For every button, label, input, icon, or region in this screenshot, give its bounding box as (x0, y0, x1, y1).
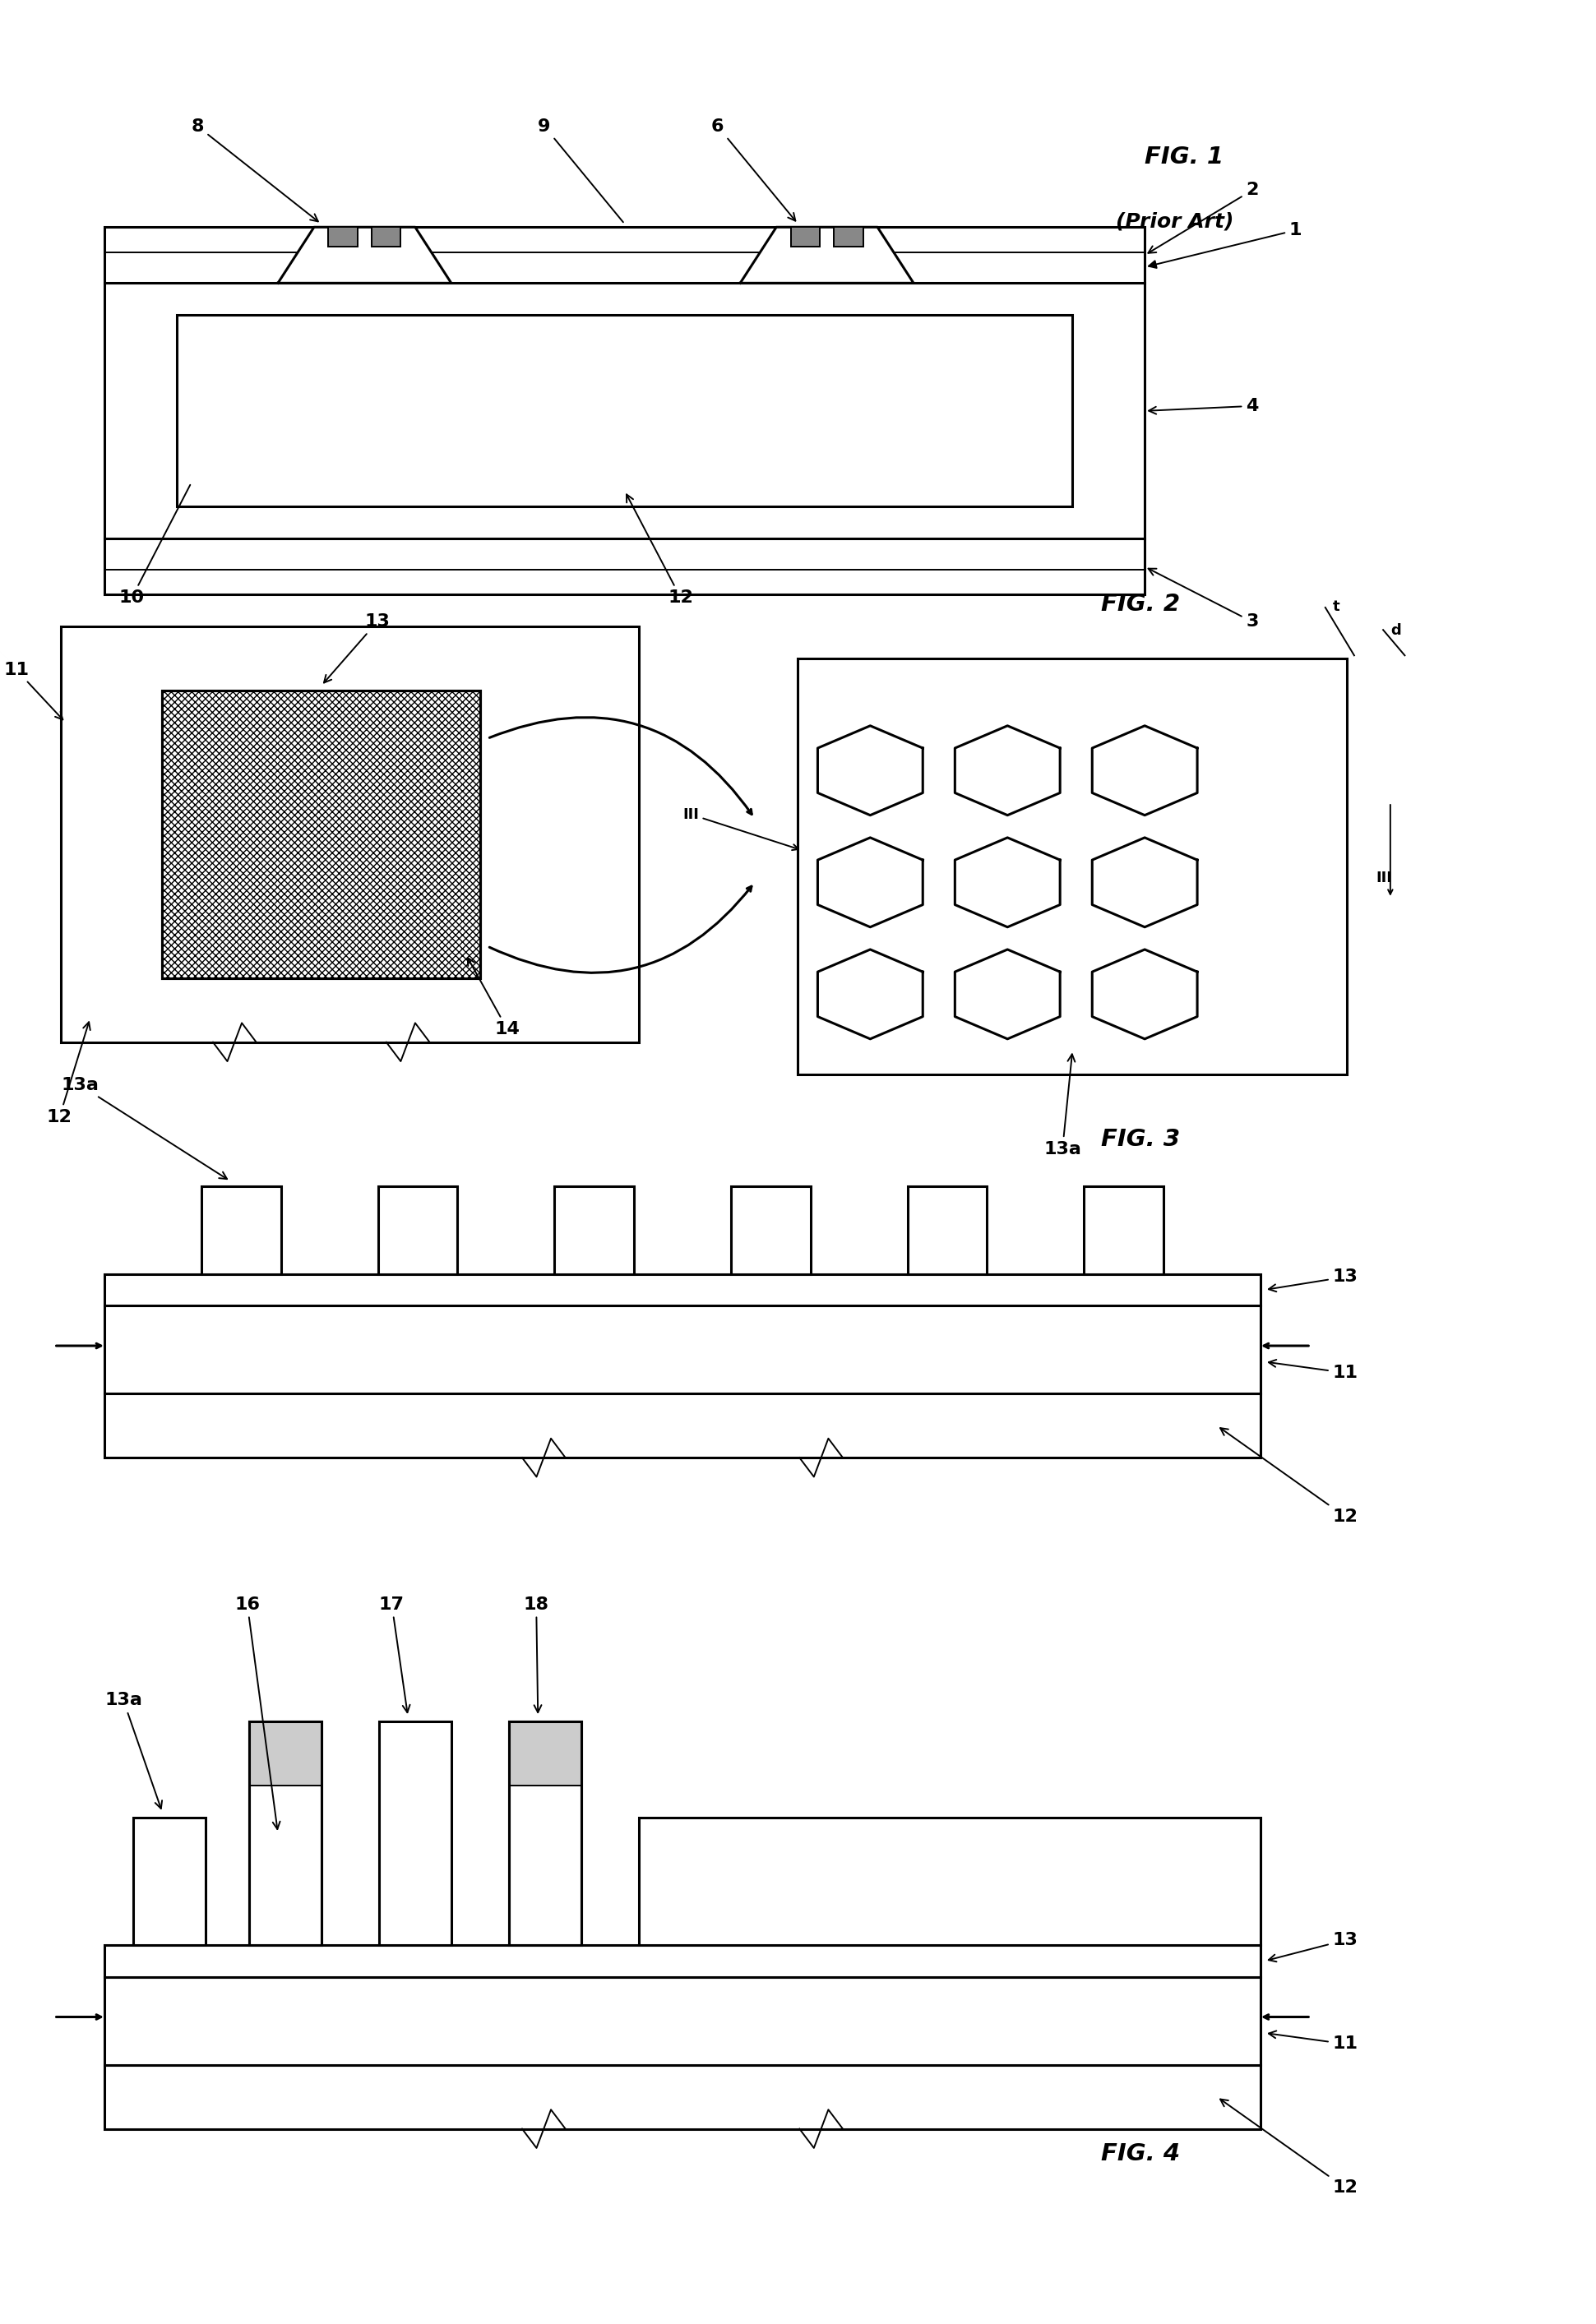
Bar (372, 228, 401, 246)
Bar (509, 1722, 581, 1785)
Text: 13a: 13a (1044, 1055, 1082, 1157)
Text: 17: 17 (378, 1597, 410, 1713)
Bar (378, 1722, 452, 1945)
Bar (163, 690, 480, 978)
Bar (790, 228, 820, 246)
Text: 10: 10 (120, 486, 190, 607)
Text: 4: 4 (1149, 397, 1259, 414)
Bar (249, 1722, 321, 1785)
Bar (249, 1722, 321, 1945)
Bar (554, 1185, 634, 1274)
Bar (105, 1394, 1261, 1457)
Text: 13: 13 (1269, 1269, 1358, 1292)
Text: 13a: 13a (61, 1076, 227, 1178)
Bar (105, 1274, 1261, 1306)
Bar (249, 1722, 321, 1945)
Text: III: III (1376, 872, 1392, 885)
Polygon shape (741, 228, 913, 284)
Bar (798, 658, 1347, 1074)
Bar (105, 1945, 1261, 1978)
Bar (329, 228, 358, 246)
Text: 13: 13 (1269, 1931, 1358, 1961)
Bar (105, 1978, 1261, 2066)
Bar (105, 539, 1144, 595)
Text: t: t (1333, 600, 1339, 614)
Text: 8: 8 (192, 119, 318, 221)
Text: III: III (683, 806, 798, 851)
Text: 18: 18 (523, 1597, 549, 1713)
Text: FIG. 4: FIG. 4 (1101, 2143, 1181, 2166)
Bar (105, 1306, 1261, 1394)
Bar (201, 1185, 281, 1274)
Text: 12: 12 (46, 1023, 91, 1125)
Bar (105, 2066, 1261, 2129)
Bar (731, 1185, 811, 1274)
Text: 13a: 13a (105, 1692, 163, 1808)
Text: 12: 12 (1221, 1427, 1358, 1525)
Text: 11: 11 (3, 662, 62, 720)
Bar (105, 228, 1144, 284)
Text: 14: 14 (468, 957, 520, 1037)
Text: (Prior Art): (Prior Art) (1116, 211, 1234, 232)
Text: FIG. 1: FIG. 1 (1144, 144, 1224, 167)
Text: 2: 2 (1148, 181, 1259, 253)
Bar (509, 1722, 581, 1945)
Text: 1: 1 (1149, 223, 1302, 267)
Bar (1084, 1185, 1163, 1274)
Bar (105, 284, 1144, 539)
Text: 12: 12 (627, 495, 693, 607)
Bar (638, 1817, 1261, 1945)
Text: FIG. 3: FIG. 3 (1101, 1127, 1181, 1150)
Bar (509, 1722, 581, 1945)
Text: d: d (1390, 623, 1401, 637)
Text: 11: 11 (1269, 1360, 1358, 1380)
Bar (134, 1817, 206, 1945)
Text: 9: 9 (538, 119, 622, 223)
Polygon shape (278, 228, 452, 284)
Text: 16: 16 (235, 1597, 279, 1829)
Bar (61, 627, 638, 1041)
Text: FIG. 2: FIG. 2 (1101, 593, 1181, 616)
Bar (835, 228, 863, 246)
Text: 13: 13 (324, 614, 389, 683)
Text: 3: 3 (1149, 569, 1259, 630)
Bar (378, 1185, 458, 1274)
Text: 12: 12 (1221, 2099, 1358, 2196)
Bar (163, 690, 480, 978)
Text: 11: 11 (1269, 2031, 1358, 2052)
Bar (163, 690, 480, 978)
Bar (908, 1185, 986, 1274)
Text: 6: 6 (712, 119, 795, 221)
Bar (177, 316, 1073, 507)
